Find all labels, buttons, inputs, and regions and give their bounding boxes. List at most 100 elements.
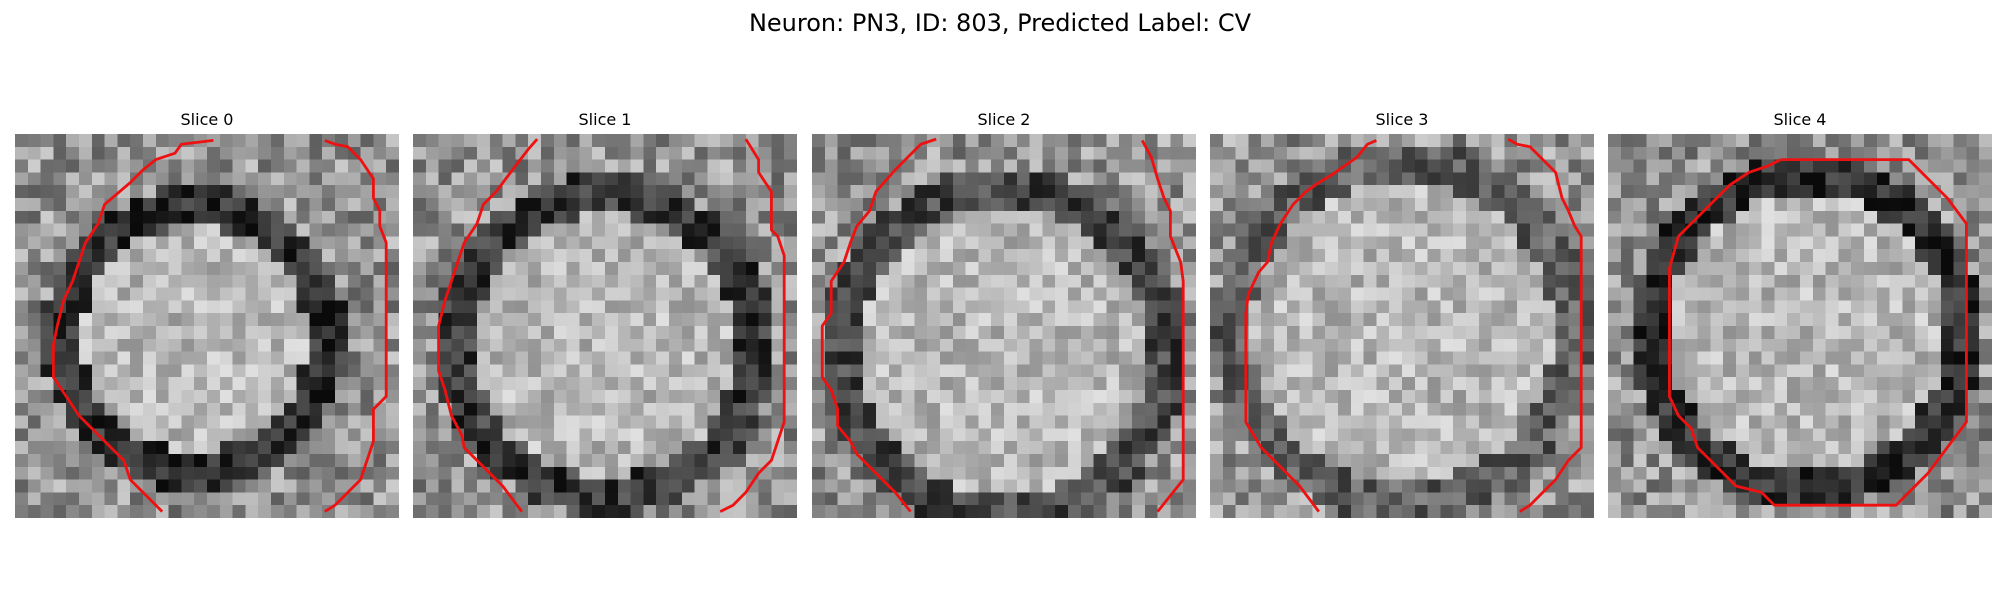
pixel [271, 479, 285, 493]
pixel [1261, 364, 1275, 378]
pixel [477, 134, 491, 148]
pixel [927, 146, 941, 160]
pixel [373, 146, 387, 160]
pixel [1979, 390, 1992, 404]
pixel [1915, 364, 1929, 378]
pixel [1389, 274, 1403, 288]
pixel [1517, 198, 1531, 212]
pixel [888, 351, 902, 365]
pixel [117, 223, 131, 237]
pixel [438, 198, 452, 212]
pixel [1042, 492, 1056, 506]
pixel [1389, 223, 1403, 237]
pixel [1261, 300, 1275, 314]
pixel [271, 364, 285, 378]
pixel [1555, 134, 1569, 148]
pixel [1902, 223, 1916, 237]
pixel [335, 172, 349, 186]
pixel [1672, 466, 1686, 480]
pixel [1016, 287, 1030, 301]
pixel [1851, 479, 1865, 493]
pixel [978, 428, 992, 442]
pixel [271, 159, 285, 173]
pixel [1530, 210, 1544, 224]
pixel [1248, 377, 1262, 391]
pixel [502, 326, 516, 340]
pixel [592, 249, 606, 263]
pixel [168, 415, 182, 429]
pixel [566, 390, 580, 404]
pixel [502, 466, 516, 480]
pixel [386, 223, 399, 237]
pixel [1004, 505, 1018, 518]
pixel [1132, 505, 1146, 518]
pixel [1659, 185, 1673, 199]
pixel [888, 300, 902, 314]
pixel [837, 134, 851, 148]
pixel [1787, 185, 1801, 199]
pixel [784, 492, 797, 506]
pixel [863, 364, 877, 378]
pixel [1427, 134, 1441, 148]
pixel [1299, 402, 1313, 416]
pixel [1170, 505, 1184, 518]
pixel [1132, 300, 1146, 314]
pixel [630, 441, 644, 455]
pixel [1672, 313, 1686, 327]
pixel [1646, 274, 1660, 288]
pixel [1940, 172, 1954, 186]
pixel [258, 223, 272, 237]
pixel [1851, 262, 1865, 276]
pixel [1312, 159, 1326, 173]
pixel [965, 210, 979, 224]
pixel [1608, 505, 1622, 518]
pixel [1838, 287, 1852, 301]
pixel [1838, 402, 1852, 416]
pixel [1363, 185, 1377, 199]
pixel [1659, 223, 1673, 237]
pixel [707, 134, 721, 148]
pixel [1004, 390, 1018, 404]
pixel [1080, 249, 1094, 263]
pixel [79, 159, 93, 173]
pixel [812, 249, 826, 263]
pixel [1389, 198, 1403, 212]
pixel [1633, 210, 1647, 224]
pixel [1363, 364, 1377, 378]
pixel [1029, 466, 1043, 480]
pixel [1312, 134, 1326, 148]
pixel [1966, 223, 1980, 237]
pixel [991, 198, 1005, 212]
pixel [66, 210, 80, 224]
pixel [617, 287, 631, 301]
pixel [940, 338, 954, 352]
pixel [707, 377, 721, 391]
pixel [1581, 402, 1594, 416]
pixel [40, 134, 54, 148]
pixel [1119, 300, 1133, 314]
pixel [1812, 428, 1826, 442]
pixel [952, 441, 966, 455]
pixel [863, 505, 877, 518]
pixel [219, 492, 233, 506]
pixel [991, 159, 1005, 173]
pixel [1286, 159, 1300, 173]
pixel [1736, 505, 1750, 518]
pixel [1864, 236, 1878, 250]
pixel [1659, 249, 1673, 263]
pixel [1851, 313, 1865, 327]
pixel [888, 505, 902, 518]
pixel [1787, 172, 1801, 186]
pixel [271, 236, 285, 250]
pixel [707, 428, 721, 442]
pixel [1157, 287, 1171, 301]
pixel [194, 402, 208, 416]
pixel [965, 159, 979, 173]
pixel [181, 466, 195, 480]
pixel [579, 134, 593, 148]
pixel [579, 249, 593, 263]
pixel [694, 198, 708, 212]
pixel [1376, 415, 1390, 429]
pixel [438, 146, 452, 160]
pixel [1504, 287, 1518, 301]
